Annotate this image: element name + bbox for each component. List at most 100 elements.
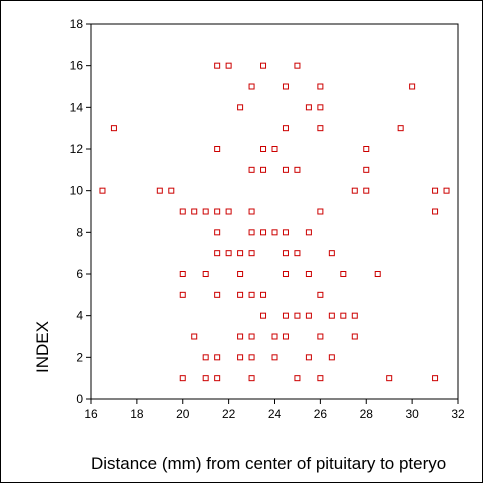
data-point (214, 208, 221, 215)
data-point (260, 146, 267, 152)
data-point (191, 333, 198, 340)
data-point (260, 312, 267, 319)
data-point (237, 250, 244, 257)
plot-area (90, 23, 459, 400)
data-point (156, 187, 163, 194)
data-point (237, 354, 244, 361)
x-tick-label: 32 (451, 407, 465, 421)
y-tick-label: 10 (70, 184, 84, 198)
data-point (328, 312, 335, 319)
y-tick-label: 8 (76, 225, 83, 239)
data-point (214, 146, 221, 152)
data-point (317, 83, 324, 90)
data-point (294, 250, 301, 257)
data-point (386, 375, 393, 382)
data-point (248, 229, 255, 236)
data-point (363, 187, 370, 194)
data-point (305, 312, 312, 319)
data-point (214, 250, 221, 257)
data-point (305, 354, 312, 361)
data-point (225, 208, 232, 215)
data-point (248, 354, 255, 361)
data-point (225, 62, 232, 69)
data-point (248, 333, 255, 340)
y-tick-label: 18 (70, 17, 84, 31)
tick-marks (86, 23, 459, 404)
data-point (317, 291, 324, 298)
data-point (202, 354, 209, 361)
data-point (317, 375, 324, 382)
data-point (260, 229, 267, 236)
y-tick-label: 0 (76, 392, 83, 406)
data-point (317, 125, 324, 132)
x-tick-label: 22 (222, 407, 236, 421)
data-point (282, 166, 289, 173)
data-point (340, 312, 347, 319)
data-point (202, 208, 209, 215)
data-point (110, 125, 117, 132)
data-point (179, 291, 186, 298)
data-point (351, 187, 358, 194)
data-point (248, 208, 255, 215)
data-point (179, 208, 186, 215)
data-point (328, 354, 335, 361)
data-point (443, 187, 450, 194)
data-point (328, 250, 335, 257)
data-point (282, 312, 289, 319)
data-point (237, 104, 244, 111)
data-point (168, 187, 175, 194)
y-tick-label: 12 (70, 142, 84, 156)
data-point (432, 375, 439, 382)
data-point (260, 291, 267, 298)
data-point (305, 104, 312, 111)
data-point (214, 375, 221, 382)
x-tick-label: 30 (405, 407, 419, 421)
data-points (99, 62, 450, 382)
data-point (271, 146, 278, 152)
data-point (363, 146, 370, 152)
data-point (271, 333, 278, 340)
data-point (214, 291, 221, 298)
y-tick-label: 2 (76, 350, 83, 364)
data-point (340, 271, 347, 277)
data-point (248, 375, 255, 382)
x-axis-title: Distance (mm) from center of pituitary t… (91, 454, 446, 473)
data-point (237, 271, 244, 277)
data-point (260, 166, 267, 173)
data-point (202, 375, 209, 382)
data-point (237, 291, 244, 298)
data-point (294, 312, 301, 319)
data-point (294, 375, 301, 382)
data-point (179, 271, 186, 277)
y-tick-label: 16 (70, 59, 84, 73)
data-point (99, 187, 106, 194)
data-point (237, 333, 244, 340)
data-point (294, 62, 301, 69)
data-point (282, 250, 289, 257)
y-tick-label: 6 (76, 267, 83, 281)
data-point (282, 333, 289, 340)
x-tick-label: 20 (176, 407, 190, 421)
data-point (432, 187, 439, 194)
y-tick-label: 14 (70, 100, 84, 114)
data-point (282, 229, 289, 236)
data-point (351, 312, 358, 319)
x-tick-label: 18 (130, 407, 144, 421)
data-point (363, 166, 370, 173)
data-point (271, 229, 278, 236)
data-point (351, 333, 358, 340)
data-point (409, 83, 416, 90)
data-point (305, 271, 312, 277)
y-tick-label: 4 (76, 309, 83, 323)
data-point (214, 354, 221, 361)
data-point (317, 104, 324, 111)
data-point (432, 208, 439, 215)
data-point (179, 375, 186, 382)
x-tick-label: 16 (84, 407, 98, 421)
data-point (282, 271, 289, 277)
data-point (214, 229, 221, 236)
data-point (294, 166, 301, 173)
data-point (317, 208, 324, 215)
